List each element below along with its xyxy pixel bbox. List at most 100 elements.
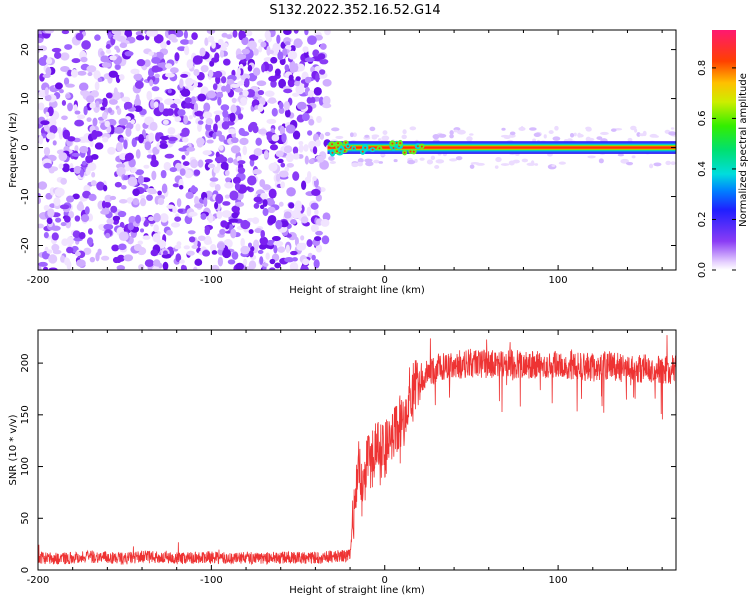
spectrogram-noise-cell (236, 155, 242, 162)
spectrogram-noise-cell (224, 194, 230, 199)
spectrogram-noise-cell (197, 235, 206, 241)
spectrogram-noise-cell (114, 45, 119, 50)
spectrogram-noise-cell (107, 107, 113, 114)
spectrogram-noise-cell (60, 222, 67, 227)
spectrogram-noise-cell (135, 34, 145, 41)
spectrogram-noise-cell (100, 255, 110, 261)
spectrogram-noise-cell (43, 204, 50, 211)
spectrogram-noise-cell (298, 140, 304, 146)
spectrogram-noise-cell (220, 76, 227, 84)
spectrogram-sidelobe-cell (466, 136, 473, 142)
spectrogram-noise-cell (218, 134, 226, 142)
spectrogram-noise-cell (267, 119, 276, 124)
snr-plot-area (38, 330, 676, 570)
spectrogram-sidelobe-cell (668, 131, 676, 136)
spectrogram-noise-cell (252, 67, 261, 76)
spectrogram-noise-cell (65, 83, 75, 88)
x-tick-label: 100 (549, 575, 568, 586)
spectrogram-noise-cell (193, 102, 199, 113)
spectrogram-noise-cell (208, 69, 214, 78)
spectrogram-noise-cell (58, 163, 64, 170)
spectrogram-noise-cell (133, 105, 143, 113)
spectrogram-noise-cell (179, 168, 186, 176)
spectrogram-sidelobe-cell (558, 161, 566, 165)
spectrogram-noise-cell (123, 101, 133, 110)
spectrogram-noise-cell (319, 43, 327, 50)
spectrogram-noise-cell (94, 81, 100, 91)
spectrogram-noise-cell (44, 87, 49, 96)
spectrogram-noise-cell (81, 40, 91, 50)
spectrogram-noise-cell (54, 187, 65, 197)
spectrogram-noise-cell (38, 265, 42, 270)
spectrogram-noise-cell (125, 127, 132, 137)
spectrogram-sidelobe-cell (600, 131, 609, 136)
spectrogram-noise-cell (204, 158, 213, 164)
spectrogram-noise-cell (185, 77, 194, 86)
spectrogram-noise-cell (87, 228, 93, 235)
spectrogram-noise-cell (71, 58, 81, 64)
spectrogram-line-blob (409, 150, 412, 153)
spectrogram-noise-cell (135, 123, 141, 132)
spectrogram-sidelobe-cell (543, 134, 547, 139)
spectrogram-noise-cell (75, 32, 84, 41)
spectrogram-noise-cell (285, 244, 290, 254)
spectrogram-noise-cell (104, 120, 110, 128)
spectrogram-noise-cell (285, 124, 296, 134)
spectrogram-ylabel: Frequency (Hz) (8, 112, 19, 188)
spectrogram-sidelobe-cell (469, 133, 474, 136)
y-tick-label: -10 (20, 188, 31, 204)
spectrogram-noise-cell (275, 219, 283, 230)
spectrogram-sidelobe-cell (554, 125, 559, 131)
spectrogram-noise-cell (159, 135, 170, 141)
spectrogram-noise-cell (77, 70, 87, 76)
spectrogram-noise-cell (219, 228, 226, 235)
spectrogram-noise-cell (236, 53, 247, 60)
spectrogram-noise-cell (214, 70, 223, 78)
colorbar-tick-label: 0.2 (697, 212, 708, 228)
y-tick-label: 150 (20, 405, 31, 424)
spectrogram-noise-cell (273, 240, 284, 247)
spectrogram-sidelobe-cell (509, 131, 516, 136)
spectrogram-noise-cell (219, 50, 225, 58)
spectrogram-noise-cell (150, 159, 159, 168)
x-tick-label: -100 (200, 275, 223, 286)
spectrogram-noise-cell (46, 249, 53, 254)
spectrogram-noise-cell (255, 137, 262, 146)
spectrogram-line-blob (364, 146, 367, 149)
spectrogram-noise-cell (218, 145, 224, 151)
spectrogram-noise-cell (253, 203, 260, 209)
spectrogram-noise-cell (79, 145, 89, 154)
spectrogram-noise-cell (316, 115, 322, 124)
spectrogram-noise-cell (266, 45, 271, 56)
x-tick-label: -100 (200, 575, 223, 586)
spectrogram-noise-cell (312, 176, 317, 182)
spectrogram-noise-cell (200, 86, 209, 96)
spectrogram-noise-cell (108, 98, 118, 105)
spectrogram-noise-cell (257, 103, 264, 113)
spectrogram-sidelobe-cell (365, 161, 374, 167)
spectrogram-noise-cell (93, 70, 101, 80)
spectrogram-noise-cell (237, 160, 246, 165)
spectrogram-noise-cell (284, 109, 291, 118)
spectrogram-line-blob (335, 150, 338, 153)
spectrogram-noise-cell (253, 196, 262, 203)
snr-xlabel: Height of straight line (km) (289, 585, 425, 596)
spectrogram-line-blob (337, 142, 340, 145)
spectrogram-noise-cell (194, 203, 204, 209)
spectrogram-noise-cell (143, 220, 149, 227)
spectrogram-noise-cell (251, 217, 260, 225)
spectrogram-noise-cell (252, 169, 262, 175)
y-tick-label: 10 (20, 92, 31, 105)
spectrogram-noise-cell (146, 194, 153, 201)
spectrogram-noise-cell (290, 250, 298, 256)
spectrogram-noise-cell (127, 176, 138, 187)
spectrogram-noise-cell (174, 52, 180, 62)
spectrogram-noise-cell (170, 104, 178, 109)
spectrogram-noise-cell (135, 93, 140, 103)
spectrogram-noise-cell (197, 159, 204, 168)
spectrogram-sidelobe-cell (449, 130, 454, 136)
spectrogram-sidelobe-cell (378, 161, 384, 164)
spectrogram-noise-cell (60, 177, 67, 185)
spectrogram-noise-cell (181, 154, 186, 160)
spectrogram-noise-cell (116, 142, 123, 152)
